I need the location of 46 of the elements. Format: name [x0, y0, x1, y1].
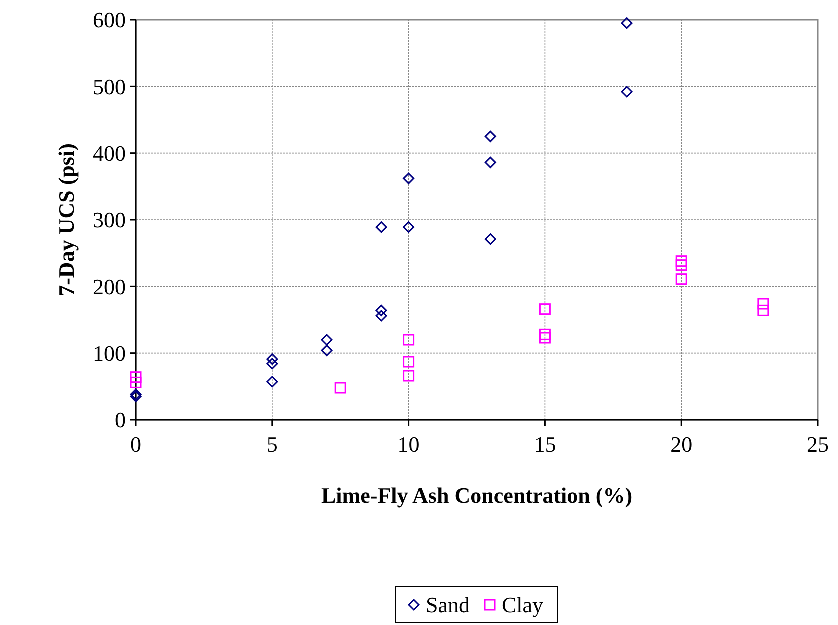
y-tick-label: 100	[93, 341, 126, 366]
y-tick-label: 300	[93, 208, 126, 233]
point	[676, 274, 688, 286]
point	[403, 356, 415, 368]
point	[321, 344, 333, 356]
x-axis-title: Lime-Fly Ash Concentration (%)	[321, 483, 633, 508]
x-tick-label: 10	[398, 432, 420, 457]
y-tick-label: 600	[93, 8, 126, 33]
y-tick-label: 500	[93, 74, 126, 100]
point	[621, 86, 633, 98]
point	[758, 298, 770, 310]
point	[376, 310, 388, 322]
x-tick-label: 0	[130, 432, 142, 457]
point	[403, 222, 415, 234]
y-axis-title: 7-Day UCS (psi)	[54, 144, 79, 296]
y-tick-label: 0	[115, 408, 126, 433]
x-tick-label: 20	[670, 432, 693, 457]
x-tick-label: 15	[534, 432, 556, 457]
point	[130, 372, 142, 384]
point	[266, 358, 278, 370]
x-tick-label: 25	[807, 432, 829, 457]
point	[484, 130, 496, 142]
legend-label: Sand	[426, 592, 470, 618]
point	[758, 304, 770, 316]
point	[676, 256, 688, 268]
point	[403, 334, 415, 346]
point	[266, 354, 278, 366]
point	[484, 234, 496, 246]
point	[334, 382, 346, 394]
point	[621, 18, 633, 30]
point	[676, 260, 688, 272]
point	[403, 172, 415, 184]
point	[403, 370, 415, 382]
point	[321, 334, 333, 346]
point	[376, 304, 388, 316]
point	[266, 376, 278, 388]
y-tick-label: 200	[93, 274, 126, 300]
y-tick-label: 400	[93, 141, 126, 166]
point	[539, 328, 551, 340]
point	[484, 156, 496, 168]
x-tick-label: 5	[266, 432, 278, 457]
legend-label: Clay	[502, 592, 544, 618]
point	[539, 332, 551, 344]
point	[539, 304, 551, 316]
point	[130, 376, 142, 388]
point	[376, 222, 388, 234]
